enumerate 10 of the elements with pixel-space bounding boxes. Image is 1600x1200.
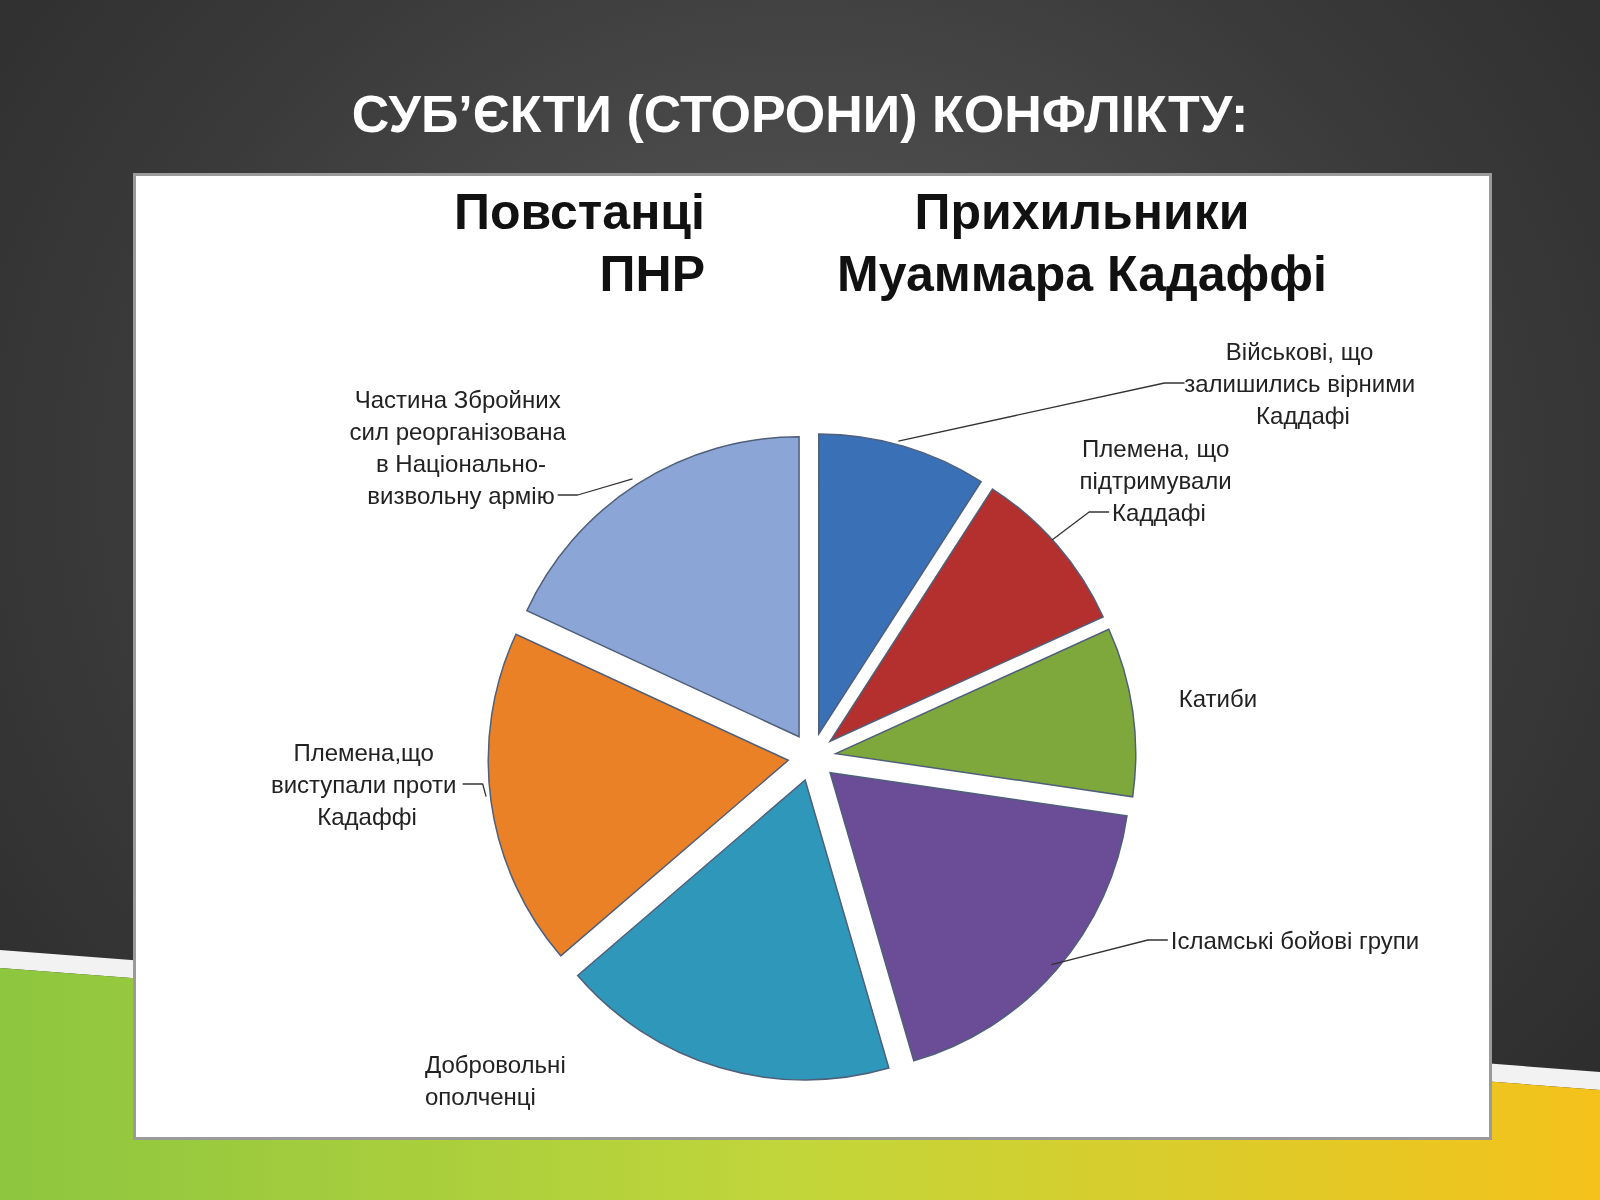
- text: Прихильники Муаммара Кадаффі: [836, 183, 1328, 304]
- chart-title: СУБ’ЄКТИ (СТОРОНИ) КОНФЛІКТУ:: [350, 84, 1250, 145]
- slice-label: Військові, що залишились вірними Каддафі: [1184, 337, 1422, 429]
- slice-label: Племена, що підтримували Каддафі: [1079, 434, 1239, 526]
- slice-label: Частина Збройних сил реорганізована в Національно-визвольну армію: [349, 385, 573, 509]
- slice-label: Добровольні ополченці: [425, 1050, 573, 1110]
- slice-label: Племена,що виступали проти Кадаффі: [270, 738, 464, 830]
- slice-label: Катиби: [1178, 684, 1258, 712]
- slice-label: Ісламські бойові групи: [1170, 926, 1420, 954]
- text: Повстанці ПНР: [453, 183, 705, 304]
